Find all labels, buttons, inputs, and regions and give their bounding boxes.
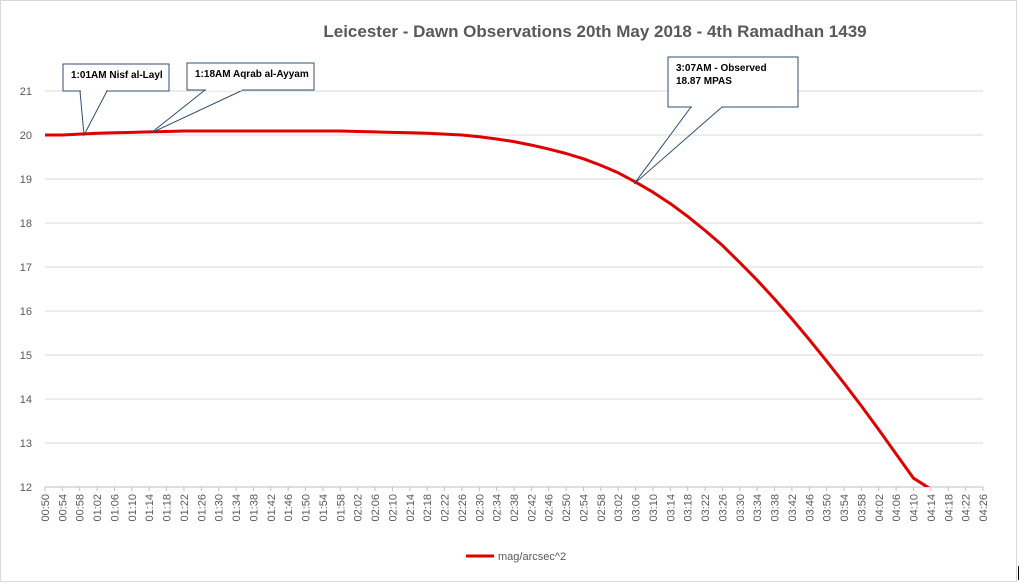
x-tick-label: 04:06 — [891, 494, 903, 522]
x-tick-label: 01:50 — [301, 494, 313, 522]
x-tick-label: 02:34 — [492, 494, 504, 522]
x-tick-label: 03:50 — [822, 494, 834, 522]
callout-pointer — [150, 89, 244, 134]
x-tick-label: 03:22 — [700, 494, 712, 522]
y-tick-label: 14 — [20, 394, 32, 406]
callout-text: 1:18AM Aqrab al-Ayyam — [195, 69, 309, 80]
y-tick-label: 19 — [20, 174, 32, 186]
y-tick-label: 20 — [20, 130, 32, 142]
callout-text-line2: 18.87 MPAS — [676, 76, 732, 87]
callout-pointer — [633, 106, 723, 185]
x-tick-label: 02:46 — [544, 494, 556, 522]
y-tick-label: 15 — [20, 350, 32, 362]
x-tick-label: 01:26 — [196, 494, 208, 522]
x-tick-label: 01:38 — [248, 494, 260, 522]
x-tick-label: 02:50 — [561, 494, 573, 522]
callout-box — [62, 63, 170, 92]
y-tick-label: 21 — [20, 86, 32, 98]
x-tick-label: 01:58 — [335, 494, 347, 522]
y-tick-label: 17 — [20, 262, 32, 274]
x-tick-label: 00:50 — [40, 494, 52, 522]
x-tick-label: 04:10 — [909, 494, 921, 522]
x-tick-label: 03:06 — [631, 494, 643, 522]
x-tick-label: 03:54 — [839, 494, 851, 522]
x-tick-label: 04:14 — [926, 494, 938, 522]
x-tick-label: 03:30 — [735, 494, 747, 522]
x-tick-label: 03:46 — [804, 494, 816, 522]
callout-box — [667, 56, 799, 108]
callout: 3:07AM - Observed 18.87 MPAS — [633, 56, 799, 185]
x-tick-label: 02:54 — [578, 494, 590, 522]
callout-box — [186, 62, 315, 91]
x-tick-label: 04:26 — [978, 494, 990, 522]
x-tick-label: 02:18 — [422, 494, 434, 522]
x-tick-label: 02:10 — [387, 494, 399, 522]
x-tick-label: 01:54 — [318, 494, 330, 522]
x-tick-label: 01:30 — [214, 494, 226, 522]
x-tick-label: 03:18 — [683, 494, 695, 522]
x-tick-label: 01:46 — [283, 494, 295, 522]
x-tick-label: 02:06 — [370, 494, 382, 522]
callout: 1:18AM Aqrab al-Ayyam — [150, 62, 315, 134]
x-tick-label: 02:42 — [526, 494, 538, 522]
x-tick-label: 01:02 — [92, 494, 104, 522]
x-tick-label: 04:18 — [943, 494, 955, 522]
x-tick-label: 01:14 — [144, 494, 156, 522]
x-tick-label: 03:38 — [770, 494, 782, 522]
x-tick-label: 03:10 — [648, 494, 660, 522]
x-tick-label: 03:34 — [752, 494, 764, 522]
x-tick-label: 02:38 — [509, 494, 521, 522]
x-tick-label: 02:26 — [457, 494, 469, 522]
chart-title: Leicester - Dawn Observations 20th May 2… — [323, 22, 867, 41]
x-tick-label: 01:34 — [231, 494, 243, 522]
x-tick-label: 01:10 — [127, 494, 139, 522]
window-edge-mark — [1018, 566, 1019, 580]
y-tick-label: 18 — [20, 218, 32, 230]
x-tick-label: 02:58 — [596, 494, 608, 522]
x-tick-label: 00:58 — [75, 494, 87, 522]
x-tick-label: 03:26 — [717, 494, 729, 522]
y-tick-label: 16 — [20, 306, 32, 318]
x-tick-label: 04:22 — [961, 494, 973, 522]
x-tick-label: 02:30 — [474, 494, 486, 522]
y-tick-label: 12 — [20, 482, 32, 494]
x-tick-label: 01:06 — [109, 494, 121, 522]
x-tick-label: 03:02 — [613, 494, 625, 522]
callout: 1:01AM Nisf al-Layl — [62, 63, 170, 137]
x-tick-label: 03:42 — [787, 494, 799, 522]
x-tick-label: 01:18 — [162, 494, 174, 522]
x-tick-label: 01:42 — [266, 494, 278, 522]
x-tick-label: 03:14 — [665, 494, 677, 522]
x-tick-label: 02:02 — [353, 494, 365, 522]
callout-text: 1:01AM Nisf al-Layl — [71, 70, 163, 81]
x-tick-label: 03:58 — [856, 494, 868, 522]
callout-pointer — [79, 90, 108, 137]
legend-label: mag/arcsec^2 — [498, 551, 566, 563]
x-tick-label: 01:22 — [179, 494, 191, 522]
series-line — [45, 129, 931, 487]
x-tick-label: 00:54 — [57, 494, 69, 522]
x-tick-label: 02:14 — [405, 494, 417, 522]
x-tick-label: 04:02 — [874, 494, 886, 522]
callout-text: 3:07AM - Observed — [676, 63, 767, 74]
y-tick-label: 13 — [20, 438, 32, 450]
x-tick-label: 02:22 — [440, 494, 452, 522]
